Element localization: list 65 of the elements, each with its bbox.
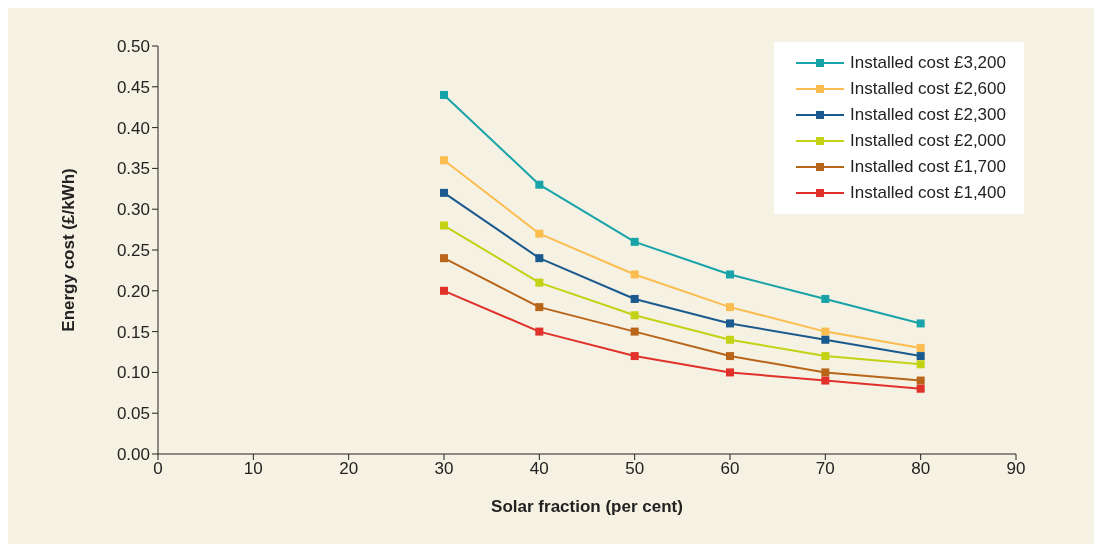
y-tick-label: 0.45 — [116, 77, 150, 97]
point — [535, 278, 544, 287]
point — [535, 254, 544, 263]
x-tick-label: 50 — [625, 459, 645, 479]
point — [630, 311, 639, 320]
x-tick-label: 80 — [911, 459, 931, 479]
legend-label: Installed cost £1,400 — [850, 183, 1006, 203]
point — [535, 303, 544, 312]
point — [916, 343, 925, 352]
y-tick-label: 0.35 — [116, 159, 150, 179]
point — [535, 327, 544, 336]
legend-label: Installed cost £2,300 — [850, 105, 1006, 125]
x-tick-label: 0 — [153, 459, 163, 479]
x-tick-label: 90 — [1006, 459, 1026, 479]
x-tick-label: 30 — [434, 459, 454, 479]
x-tick-label: 40 — [529, 459, 549, 479]
point — [821, 327, 830, 336]
point — [440, 90, 448, 99]
y-tick-label: 0.05 — [116, 404, 150, 424]
point — [821, 368, 830, 377]
point — [440, 188, 448, 197]
y-tick-label: 0.00 — [116, 445, 150, 465]
point — [726, 270, 734, 279]
point — [726, 368, 734, 377]
point — [440, 254, 448, 263]
x-tick-label: 20 — [339, 459, 359, 479]
y-tick-label: 0.50 — [116, 37, 150, 57]
y-tick-label: 0.20 — [116, 281, 150, 301]
point — [916, 360, 925, 369]
point — [440, 221, 448, 230]
legend-label: Installed cost £3,200 — [850, 53, 1006, 73]
legend-label: Installed cost £2,600 — [850, 79, 1006, 99]
point — [440, 286, 448, 295]
y-axis-title: Energy cost (£/kWh) — [59, 168, 79, 332]
point — [535, 229, 544, 238]
point — [726, 319, 734, 328]
y-tick-label: 0.15 — [116, 322, 150, 342]
point — [916, 376, 925, 385]
y-tick-label: 0.40 — [116, 118, 150, 138]
point — [726, 303, 734, 312]
point — [726, 352, 734, 361]
point — [821, 376, 830, 385]
point — [821, 335, 830, 344]
y-tick-label: 0.30 — [116, 200, 150, 220]
point — [630, 294, 639, 303]
x-tick-label: 60 — [720, 459, 740, 479]
point — [630, 327, 639, 336]
point — [630, 270, 639, 279]
point — [916, 384, 925, 393]
point — [916, 319, 925, 328]
x-axis-title: Solar fraction (per cent) — [491, 497, 683, 516]
x-tick-label: 70 — [815, 459, 835, 479]
point — [440, 156, 448, 165]
point — [630, 237, 639, 246]
point — [821, 294, 830, 303]
point — [535, 180, 544, 189]
point — [630, 352, 639, 361]
legend-label: Installed cost £1,700 — [850, 157, 1006, 177]
y-tick-label: 0.25 — [116, 241, 150, 261]
x-tick-label: 10 — [243, 459, 263, 479]
y-tick-label: 0.10 — [116, 363, 150, 383]
legend-label: Installed cost £2,000 — [850, 131, 1006, 151]
point — [821, 352, 830, 361]
point — [726, 335, 734, 344]
point — [916, 352, 925, 361]
